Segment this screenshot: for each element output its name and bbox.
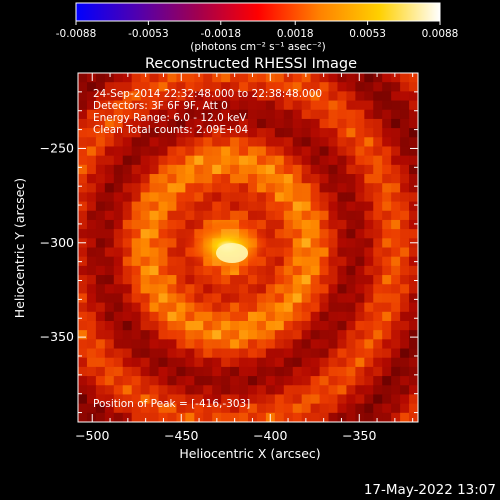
y-tick-label: −350 <box>40 329 74 344</box>
colorbar-tick-label: -0.0088 <box>56 28 97 40</box>
colorbar-tick-label: -0.0018 <box>201 28 242 40</box>
annotation-detectors: Detectors: 3F 6F 9F, Att 0 <box>93 100 228 112</box>
x-tick-label: −500 <box>75 428 109 443</box>
y-axis-label: Heliocentric Y (arcsec) <box>12 178 27 318</box>
colorbar-tick-label: 0.0018 <box>277 28 314 40</box>
colorbar-units-label: (photons cm⁻² s⁻¹ asec⁻²) <box>190 41 325 53</box>
axis-ticks: −500 −450 −400 −350 −350 −300 −250 <box>40 72 418 443</box>
colorbar: -0.0088 -0.0053 -0.0018 0.0018 0.0053 0.0088 … <box>56 2 459 53</box>
x-tick-label: −450 <box>164 428 198 443</box>
colorbar-tick-label: 0.0088 <box>422 28 459 40</box>
x-axis-label: Heliocentric X (arcsec) <box>179 446 320 461</box>
plot-area: −500 −450 −400 −350 −350 −300 −250 <box>40 72 419 443</box>
x-tick-label: −350 <box>342 428 376 443</box>
annotation-time-range: 24-Sep-2014 22:32:48.000 to 22:38:48.000 <box>93 88 322 100</box>
peak-position-label: Position of Peak = [-416,-303] <box>93 398 250 410</box>
heatmap-cells <box>78 73 418 422</box>
annotation-energy-range: Energy Range: 6.0 - 12.0 keV <box>93 112 247 124</box>
y-tick-label: −250 <box>40 140 74 155</box>
chart-title: Reconstructed RHESSI Image <box>145 56 357 72</box>
annotation-block: 24-Sep-2014 22:32:48.000 to 22:38:48.000… <box>93 88 322 136</box>
colorbar-ticks: -0.0088 -0.0053 -0.0018 0.0018 0.0053 0.0088 <box>56 21 459 40</box>
colorbar-tick-label: 0.0053 <box>349 28 386 40</box>
plot-frame <box>77 72 419 423</box>
footer-timestamp: 17-May-2022 13:07 <box>364 482 496 498</box>
y-tick-label: −300 <box>40 235 74 250</box>
annotation-clean-counts: Clean Total counts: 2.09E+04 <box>93 124 248 136</box>
colorbar-gradient <box>75 2 441 22</box>
colorbar-tick-label: -0.0053 <box>128 28 169 40</box>
x-tick-label: −400 <box>253 428 287 443</box>
